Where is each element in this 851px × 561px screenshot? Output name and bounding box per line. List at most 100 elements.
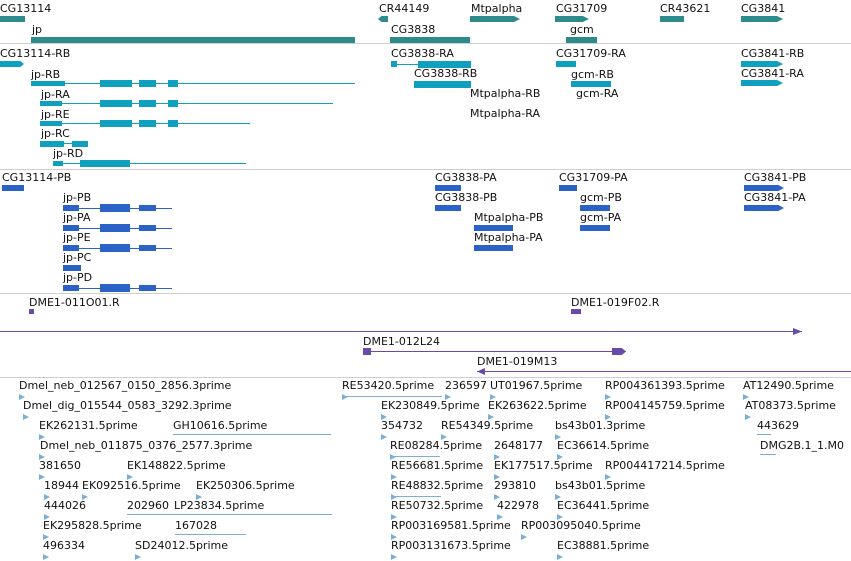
est-label[interactable]: 422978 bbox=[497, 499, 539, 512]
est-glyph[interactable] bbox=[391, 534, 397, 540]
transcript-exon[interactable] bbox=[40, 121, 62, 126]
protein-label[interactable]: jp-PB bbox=[63, 191, 92, 204]
transcript-label[interactable]: jp-RD bbox=[53, 147, 84, 160]
protein-glyph[interactable] bbox=[744, 205, 784, 211]
est-glyph[interactable] bbox=[391, 554, 397, 560]
clone-glyph[interactable] bbox=[363, 351, 626, 352]
est-label[interactable]: RP004417214.5prime bbox=[605, 459, 725, 472]
transcript-exon[interactable] bbox=[53, 161, 63, 166]
est-label[interactable]: GH10616.5prime bbox=[173, 419, 268, 432]
transcript-exon[interactable] bbox=[414, 81, 471, 88]
est-label[interactable]: 381650 bbox=[39, 459, 81, 472]
transcript-exon[interactable] bbox=[139, 100, 156, 107]
est-label[interactable]: EC36441.5prime bbox=[557, 499, 650, 512]
est-glyph[interactable] bbox=[82, 494, 88, 500]
est-glyph[interactable] bbox=[605, 474, 611, 480]
clone-label[interactable]: DME1-011O01.R bbox=[29, 296, 120, 309]
est-label[interactable]: 2648177 bbox=[494, 439, 543, 452]
est-label[interactable]: EK177517.5prime bbox=[494, 459, 593, 472]
est-label[interactable]: EK148822.5prime bbox=[127, 459, 226, 472]
est-label[interactable]: RE50732.5prime bbox=[391, 499, 484, 512]
transcript-glyph[interactable] bbox=[0, 61, 24, 67]
protein-glyph[interactable] bbox=[435, 205, 461, 211]
transcript-label[interactable]: Mtpalpha-RA bbox=[470, 107, 540, 120]
est-glyph[interactable] bbox=[557, 554, 563, 560]
est-glyph[interactable] bbox=[557, 514, 563, 520]
protein-exon[interactable] bbox=[63, 225, 79, 231]
transcript-exon[interactable] bbox=[741, 61, 783, 67]
est-label[interactable]: RP003131673.5prime bbox=[391, 539, 511, 552]
est-glyph[interactable] bbox=[19, 394, 25, 400]
est-glyph[interactable] bbox=[44, 514, 50, 520]
est-label[interactable]: EC38881.5prime bbox=[557, 539, 650, 552]
est-glyph[interactable] bbox=[745, 414, 751, 420]
protein-label[interactable]: CG3838-PB bbox=[435, 191, 498, 204]
protein-exon[interactable] bbox=[100, 224, 130, 232]
est-glyph[interactable] bbox=[760, 454, 776, 455]
transcript-label[interactable]: gcm-RB bbox=[571, 68, 614, 81]
est-label[interactable]: EK230849.5prime bbox=[381, 399, 480, 412]
est-label[interactable]: RP003169581.5prime bbox=[391, 519, 511, 532]
gene-label[interactable]: CG3841 bbox=[741, 2, 786, 15]
gene-label[interactable]: CG3838 bbox=[391, 23, 436, 36]
protein-label[interactable]: jp-PC bbox=[63, 251, 92, 264]
est-glyph[interactable] bbox=[391, 514, 397, 520]
protein-glyph[interactable] bbox=[474, 225, 513, 231]
est-glyph[interactable] bbox=[39, 474, 45, 480]
transcript-exon[interactable] bbox=[100, 80, 132, 87]
est-glyph[interactable] bbox=[494, 454, 500, 460]
gene-glyph[interactable] bbox=[555, 16, 589, 22]
est-glyph[interactable] bbox=[390, 456, 440, 457]
gene-glyph[interactable] bbox=[31, 37, 355, 43]
protein-label[interactable]: gcm-PB bbox=[580, 191, 622, 204]
est-label[interactable]: EK250306.5prime bbox=[196, 479, 295, 492]
est-glyph[interactable] bbox=[488, 414, 494, 420]
est-label[interactable]: EK262131.5prime bbox=[39, 419, 138, 432]
protein-glyph[interactable] bbox=[2, 185, 24, 191]
est-label[interactable]: SD24012.5prime bbox=[135, 539, 228, 552]
transcript-exon[interactable] bbox=[100, 120, 132, 127]
est-glyph[interactable] bbox=[490, 394, 496, 400]
transcript-exon[interactable] bbox=[139, 80, 156, 87]
est-label[interactable]: EK092516.5prime bbox=[82, 479, 181, 492]
transcript-exon[interactable] bbox=[100, 100, 132, 107]
transcript-exon[interactable] bbox=[571, 81, 611, 87]
est-glyph[interactable] bbox=[605, 414, 611, 420]
gene-label[interactable]: CR44149 bbox=[379, 2, 430, 15]
gene-label[interactable]: Mtpalpha bbox=[471, 2, 523, 15]
gene-label[interactable]: CG13114 bbox=[0, 2, 52, 15]
est-glyph[interactable] bbox=[175, 534, 246, 535]
protein-exon[interactable] bbox=[100, 284, 130, 292]
protein-exon[interactable] bbox=[139, 205, 156, 211]
est-glyph[interactable] bbox=[43, 534, 49, 540]
protein-label[interactable]: CG3841-PB bbox=[744, 171, 807, 184]
transcript-label[interactable]: Mtpalpha-RB bbox=[470, 87, 541, 100]
est-glyph[interactable] bbox=[127, 514, 332, 515]
transcript-label[interactable]: jp-RC bbox=[41, 127, 70, 140]
gene-label[interactable]: jp bbox=[32, 23, 43, 36]
est-glyph[interactable] bbox=[196, 494, 202, 500]
transcript-label[interactable]: jp-RB bbox=[31, 68, 61, 81]
est-label[interactable]: Dmel_dig_015544_0583_3292.3prime bbox=[23, 399, 232, 412]
est-label[interactable]: RE08284.5prime bbox=[390, 439, 483, 452]
gene-glyph[interactable] bbox=[0, 16, 25, 22]
est-label[interactable]: RE48832.5prime bbox=[391, 479, 484, 492]
est-glyph[interactable] bbox=[342, 396, 442, 397]
transcript-exon[interactable] bbox=[418, 61, 471, 68]
clone-label[interactable]: DME1-019M13 bbox=[477, 355, 558, 368]
est-label[interactable]: 236597 bbox=[445, 379, 487, 392]
est-label[interactable]: RE53420.5prime bbox=[342, 379, 435, 392]
clone-glyph[interactable] bbox=[0, 331, 802, 332]
est-label[interactable]: RP004145759.5prime bbox=[605, 399, 725, 412]
protein-label[interactable]: Mtpalpha-PA bbox=[474, 231, 543, 244]
transcript-exon[interactable] bbox=[72, 141, 88, 147]
est-label[interactable]: 293810 bbox=[494, 479, 536, 492]
transcript-exon[interactable] bbox=[80, 160, 130, 167]
est-glyph[interactable] bbox=[391, 474, 397, 480]
protein-glyph[interactable] bbox=[580, 225, 610, 231]
est-glyph[interactable] bbox=[381, 414, 387, 420]
est-label[interactable]: Dmel_neb_011875_0376_2577.3prime bbox=[40, 439, 253, 452]
transcript-exon[interactable] bbox=[40, 141, 64, 147]
est-glyph[interactable] bbox=[127, 474, 133, 480]
clone-glyph[interactable] bbox=[29, 309, 34, 314]
